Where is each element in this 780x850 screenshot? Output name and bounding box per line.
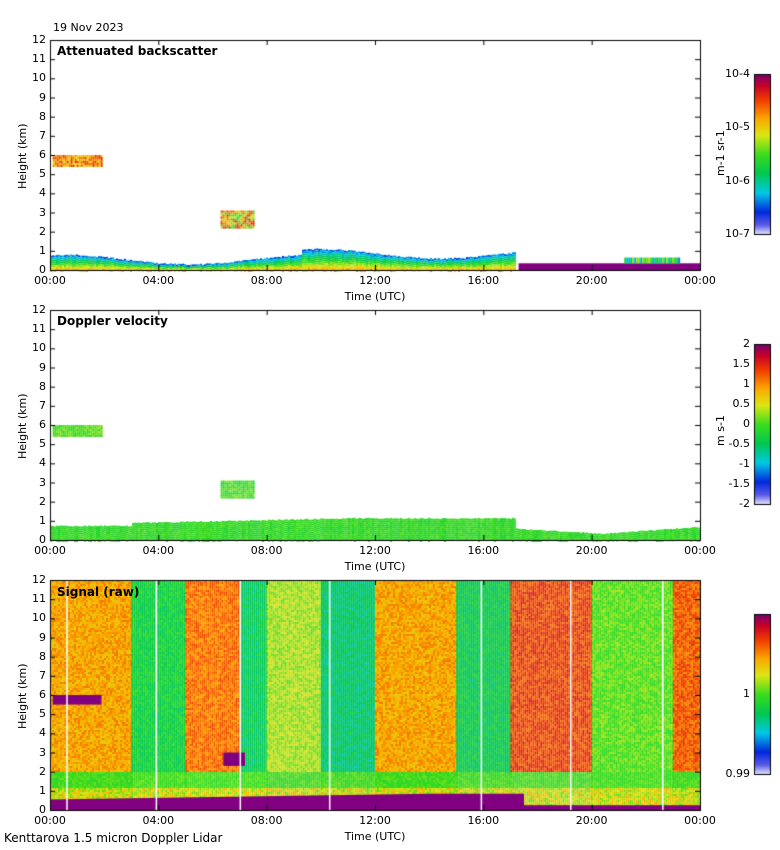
- x-tick-label: 00:00: [684, 544, 716, 557]
- x-tick-label: 16:00: [467, 274, 500, 287]
- y-tick-label: 1: [39, 243, 46, 257]
- colorbar-tick-label: -1: [739, 457, 750, 470]
- x-tick-label: 12:00: [359, 814, 391, 827]
- y-tick-label: 5: [39, 167, 46, 181]
- y-axis-label: Height (km): [16, 663, 29, 729]
- x-tick-label: 20:00: [575, 814, 608, 827]
- y-tick-label: 6: [39, 688, 46, 701]
- y-tick-label: 1: [39, 513, 46, 527]
- x-tick-label: 00:00: [684, 274, 716, 287]
- y-tick-label: 1: [39, 783, 46, 797]
- colorbar-tick-label: -1.5: [728, 477, 750, 490]
- y-tick-label: 4: [39, 186, 46, 200]
- y-tick-label: 11: [32, 52, 46, 66]
- x-tick-label: 20:00: [575, 274, 608, 287]
- colorbar-tick-label: 1.5: [732, 357, 751, 370]
- y-tick-label: 8: [39, 109, 46, 123]
- y-tick-label: 3: [39, 205, 46, 219]
- y-tick-label: 6: [39, 418, 46, 431]
- y-tick-label: 0: [39, 533, 46, 546]
- x-tick-label: 12:00: [359, 274, 391, 287]
- y-tick-label: 12: [32, 573, 46, 586]
- y-tick-label: 10: [32, 611, 46, 625]
- y-tick-label: 2: [39, 494, 46, 508]
- panel3-title: Signal (raw): [57, 585, 140, 599]
- colorbar-tick-label: 10-4: [725, 67, 750, 80]
- colorbar-tick-label: 0.5: [732, 397, 751, 410]
- x-tick-label: 20:00: [575, 544, 608, 557]
- y-tick-label: 4: [39, 726, 46, 740]
- y-tick-label: 12: [32, 303, 46, 316]
- x-axis-label: Time (UTC): [344, 560, 406, 573]
- x-tick-label: 00:00: [34, 814, 66, 827]
- y-tick-label: 2: [39, 764, 46, 778]
- x-tick-label: 04:00: [142, 274, 175, 287]
- colorbar-tick-label: 1: [743, 377, 750, 390]
- panel1-title: Attenuated backscatter: [57, 44, 218, 58]
- y-tick-label: 4: [39, 456, 46, 470]
- y-tick-label: 11: [32, 322, 46, 336]
- y-tick-label: 8: [39, 379, 46, 393]
- x-tick-label: 00:00: [34, 274, 66, 287]
- x-axis-label: Time (UTC): [344, 290, 406, 303]
- colorbar-label: m s-1: [714, 415, 727, 446]
- colorbar-label: m-1 sr-1: [714, 130, 727, 176]
- colorbar-tick-label: 10-7: [725, 227, 750, 240]
- date-label: 19 Nov 2023: [53, 21, 124, 34]
- colorbar-tick-label: 0: [743, 417, 750, 430]
- colorbar-tick-label: 10-5: [725, 120, 750, 134]
- x-tick-label: 08:00: [250, 544, 283, 557]
- y-axis-label: Height (km): [16, 393, 29, 459]
- x-tick-label: 12:00: [359, 544, 391, 557]
- y-tick-label: 5: [39, 437, 46, 451]
- panel2-title: Doppler velocity: [57, 314, 168, 328]
- y-tick-label: 9: [39, 90, 46, 104]
- y-tick-label: 3: [39, 745, 46, 759]
- y-tick-label: 2: [39, 224, 46, 238]
- colorbar-tick-label: -0.5: [728, 437, 750, 450]
- x-tick-label: 16:00: [467, 814, 500, 827]
- y-tick-label: 12: [32, 33, 46, 46]
- x-tick-label: 16:00: [467, 544, 500, 557]
- y-tick-label: 9: [39, 360, 46, 374]
- colorbar-tick-label: 0.99: [725, 767, 751, 780]
- y-tick-label: 10: [32, 71, 46, 85]
- colorbar-tick-label: 1: [743, 687, 750, 700]
- y-tick-label: 8: [39, 649, 46, 663]
- x-tick-label: 00:00: [684, 814, 716, 827]
- footer-label: Kenttarova 1.5 micron Doppler Lidar: [4, 831, 223, 845]
- y-tick-label: 0: [39, 803, 46, 816]
- y-tick-label: 0: [39, 263, 46, 276]
- y-tick-label: 3: [39, 475, 46, 489]
- colorbar-tick-label: 2: [743, 337, 750, 350]
- colorbar-tick-label: 10-6: [725, 173, 750, 187]
- x-tick-label: 08:00: [250, 274, 283, 287]
- y-tick-label: 7: [39, 668, 46, 682]
- y-tick-label: 5: [39, 707, 46, 721]
- colorbar-tick-label: -2: [739, 497, 750, 510]
- x-tick-label: 04:00: [142, 544, 175, 557]
- y-axis-label: Height (km): [16, 123, 29, 189]
- y-tick-label: 7: [39, 128, 46, 142]
- y-tick-label: 11: [32, 592, 46, 606]
- y-tick-label: 9: [39, 630, 46, 644]
- y-tick-label: 10: [32, 341, 46, 355]
- x-tick-label: 04:00: [142, 814, 175, 827]
- x-axis-label: Time (UTC): [344, 830, 406, 843]
- x-tick-label: 08:00: [250, 814, 283, 827]
- y-tick-label: 6: [39, 148, 46, 161]
- x-tick-label: 00:00: [34, 544, 66, 557]
- y-tick-label: 7: [39, 398, 46, 412]
